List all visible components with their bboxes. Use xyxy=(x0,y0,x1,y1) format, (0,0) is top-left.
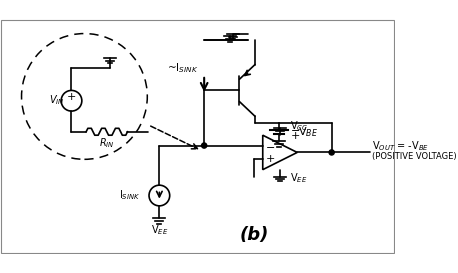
Text: V$_{CC}$: V$_{CC}$ xyxy=(290,120,309,133)
Text: (b): (b) xyxy=(240,226,269,244)
Text: V$_{EE}$: V$_{EE}$ xyxy=(151,223,168,237)
Text: $-$: $-$ xyxy=(266,141,276,151)
Circle shape xyxy=(329,150,334,155)
Text: $+$: $+$ xyxy=(290,130,300,141)
Text: R$_{IN}$: R$_{IN}$ xyxy=(99,136,114,150)
Text: $-$: $-$ xyxy=(290,124,300,134)
Text: I$_{SINK}$: I$_{SINK}$ xyxy=(119,188,141,201)
Text: V$_{IN}$: V$_{IN}$ xyxy=(49,93,65,107)
Text: ~I$_{SINK}$: ~I$_{SINK}$ xyxy=(167,61,198,75)
Circle shape xyxy=(202,143,207,148)
Text: $+$: $+$ xyxy=(266,153,276,165)
Text: V$_{BE}$: V$_{BE}$ xyxy=(298,125,318,139)
Text: V$_{OUT}$ = -V$_{BE}$: V$_{OUT}$ = -V$_{BE}$ xyxy=(372,140,429,153)
Text: +: + xyxy=(67,92,76,102)
Text: V$_{EE}$: V$_{EE}$ xyxy=(290,171,308,185)
Text: (POSITIVE VOLTAGE): (POSITIVE VOLTAGE) xyxy=(372,152,457,161)
